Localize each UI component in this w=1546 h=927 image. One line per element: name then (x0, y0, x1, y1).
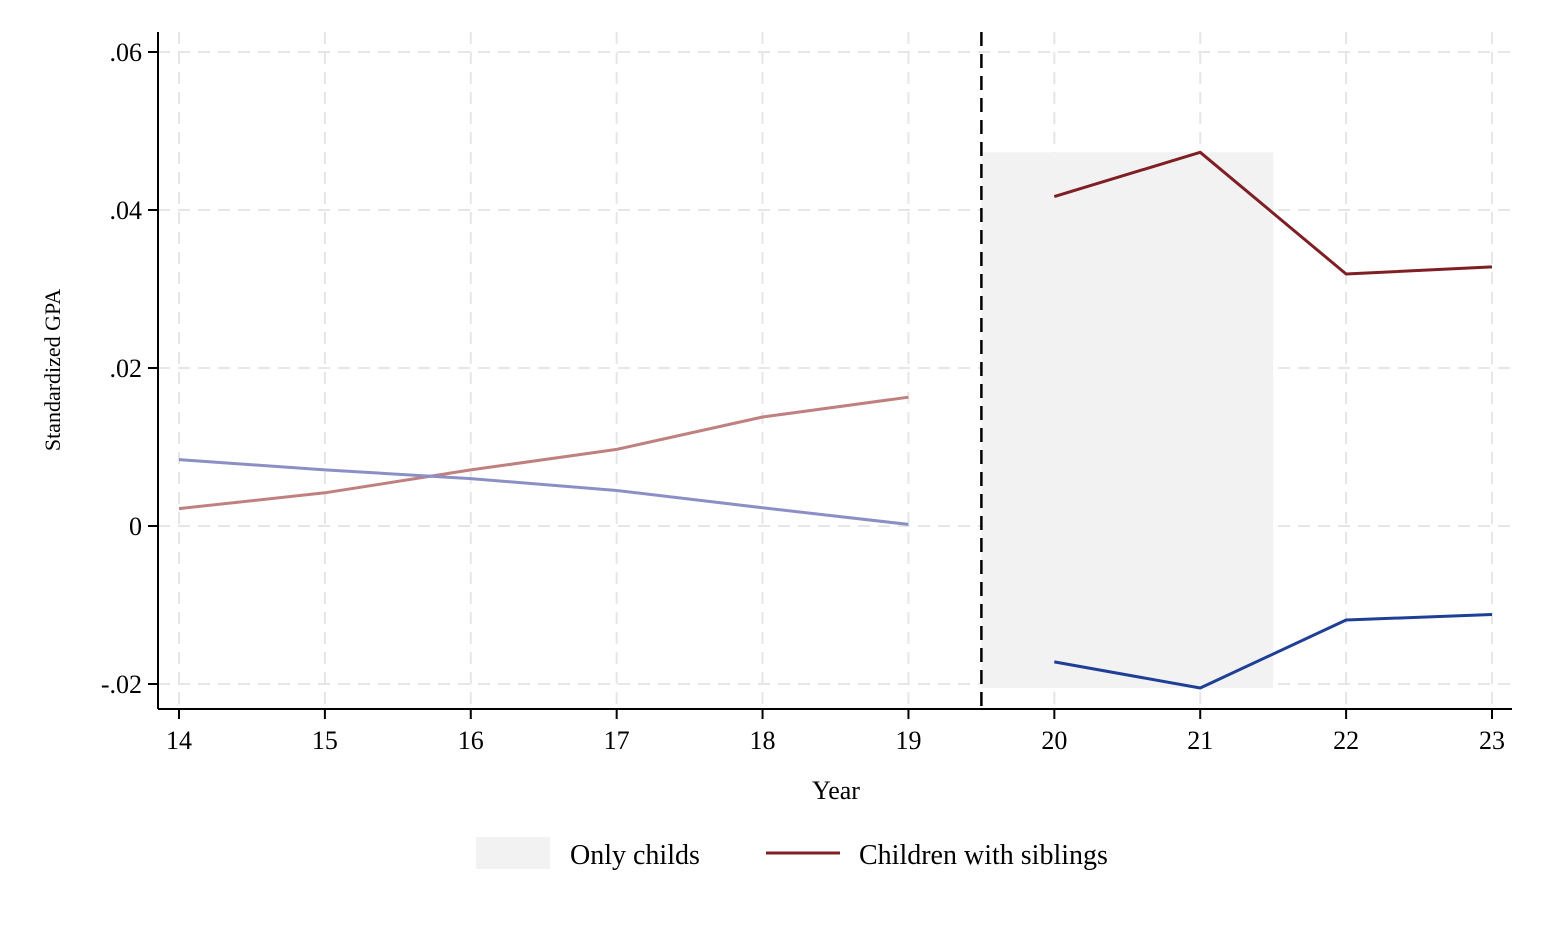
legend-swatch-only-childs (476, 837, 550, 869)
series-lines (178, 150, 1493, 690)
axes (157, 32, 1512, 710)
x-tick-label: 21 (1187, 726, 1213, 755)
x-tick-label: 23 (1479, 726, 1505, 755)
x-tick-label: 14 (166, 726, 192, 755)
only-childs-area (981, 152, 1274, 688)
series-line-3 (1053, 150, 1493, 276)
y-tick-label: -.02 (101, 670, 142, 699)
y-tick-label: .04 (110, 196, 143, 225)
y-axis-ticks: -.02 0 .02 .04 .06 (101, 38, 158, 699)
series-line-2 (178, 458, 909, 526)
legend-label-only-childs: Only childs (570, 840, 700, 871)
x-tick-label: 19 (895, 726, 921, 755)
y-axis-title: Standardized GPA (40, 289, 65, 451)
x-tick-label: 15 (312, 726, 338, 755)
x-tick-label: 22 (1333, 726, 1359, 755)
x-tick-label: 16 (458, 726, 484, 755)
y-tick-label: .02 (110, 354, 143, 383)
shaded-region (981, 152, 1274, 688)
series-line-4 (1054, 613, 1493, 690)
x-tick-label: 18 (750, 726, 776, 755)
series-line-1 (178, 395, 909, 511)
legend: Only childs Children with siblings (476, 837, 1108, 871)
x-axis-title: Year (812, 776, 860, 805)
legend-label-children-with-siblings: Children with siblings (859, 840, 1108, 871)
x-axis-ticks: 14 15 16 17 18 19 20 21 22 23 (166, 709, 1505, 755)
y-tick-label: 0 (129, 512, 142, 541)
grid (158, 32, 1512, 709)
y-tick-label: .06 (110, 38, 143, 67)
x-tick-label: 20 (1041, 726, 1067, 755)
x-tick-label: 17 (604, 726, 630, 755)
